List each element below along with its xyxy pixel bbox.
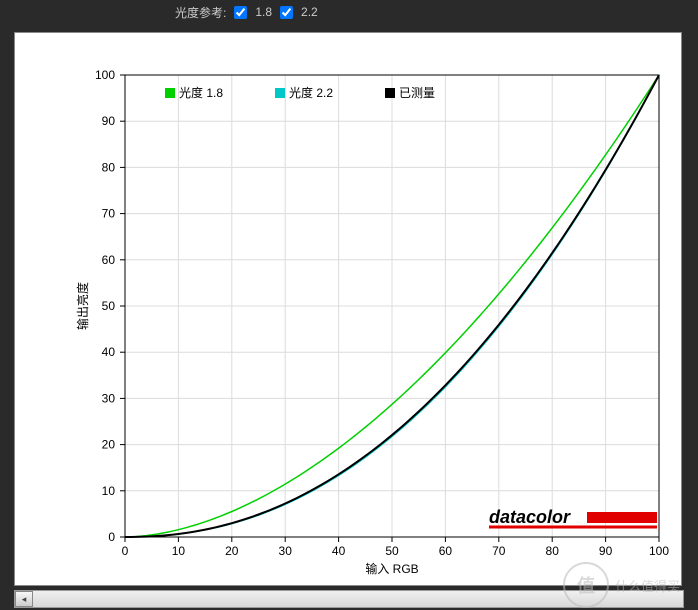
svg-text:100: 100 [95, 68, 115, 82]
svg-text:10: 10 [102, 484, 116, 498]
svg-text:80: 80 [102, 160, 116, 174]
watermark-badge-icon: 值 [563, 562, 609, 608]
svg-text:90: 90 [102, 114, 116, 128]
svg-text:datacolor: datacolor [489, 507, 571, 527]
gamma-ref-toolbar: 光度参考: 1.8 2.2 [0, 0, 698, 24]
gamma-chart: 0 10 20 30 40 50 60 70 80 90 100 0 10 20 30 40 50 60 70 80 9… [15, 33, 681, 585]
svg-text:50: 50 [385, 544, 399, 558]
svg-text:70: 70 [102, 207, 116, 221]
svg-text:10: 10 [172, 544, 186, 558]
svg-text:90: 90 [599, 544, 613, 558]
svg-text:60: 60 [439, 544, 453, 558]
gamma-18-label: 1.8 [255, 5, 272, 19]
svg-text:20: 20 [225, 544, 239, 558]
svg-text:输出亮度: 输出亮度 [75, 282, 90, 330]
gamma-18-checkbox[interactable] [234, 6, 247, 19]
watermark-text: 什么值得买 [615, 576, 680, 595]
svg-text:60: 60 [102, 253, 116, 267]
svg-text:50: 50 [102, 299, 116, 313]
svg-text:30: 30 [102, 391, 116, 405]
chart-sheet: 0 10 20 30 40 50 60 70 80 90 100 0 10 20 30 40 50 60 70 80 9… [14, 32, 682, 586]
svg-text:输入 RGB: 输入 RGB [365, 561, 418, 576]
svg-text:20: 20 [102, 438, 116, 452]
gamma-22-label: 2.2 [301, 5, 318, 19]
svg-text:光度 1.8: 光度 1.8 [179, 85, 223, 100]
svg-text:100: 100 [649, 544, 669, 558]
svg-text:70: 70 [492, 544, 506, 558]
svg-text:40: 40 [102, 345, 116, 359]
svg-text:30: 30 [279, 544, 293, 558]
svg-text:0: 0 [122, 544, 129, 558]
gamma-22-checkbox[interactable] [280, 6, 293, 19]
svg-text:40: 40 [332, 544, 346, 558]
toolbar-label: 光度参考: [175, 4, 226, 21]
svg-text:0: 0 [108, 530, 115, 544]
svg-text:光度 2.2: 光度 2.2 [289, 85, 333, 100]
svg-text:80: 80 [546, 544, 560, 558]
svg-text:已测量: 已测量 [399, 86, 435, 100]
watermark: 值 什么值得买 [563, 562, 680, 608]
scroll-left-button[interactable]: ◂ [15, 591, 33, 607]
